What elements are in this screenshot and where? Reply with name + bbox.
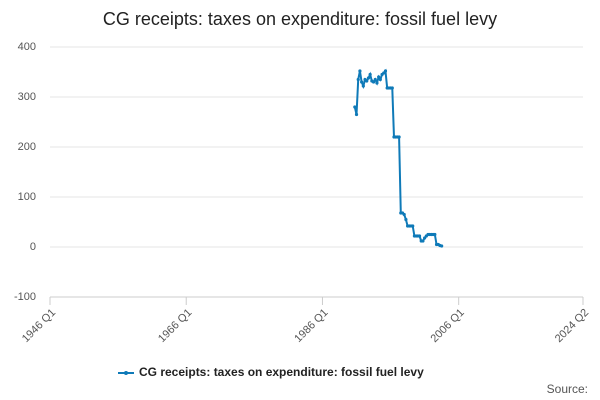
point: [402, 212, 406, 217]
point: [378, 77, 382, 82]
point: [377, 75, 381, 79]
point: [353, 105, 357, 109]
chart-title: CG receipts: taxes on expenditure: fossi…: [103, 9, 497, 29]
legend-label: CG receipts: taxes on expenditure: fossi…: [139, 365, 424, 379]
point: [361, 84, 365, 88]
point: [404, 217, 408, 222]
point: [373, 77, 377, 82]
point: [356, 77, 360, 82]
x-tick-label: 1986 Q1: [292, 307, 330, 345]
y-tick-label: 100: [18, 191, 36, 203]
point: [375, 81, 379, 85]
point: [358, 69, 362, 73]
point: [440, 244, 444, 248]
legend-marker: [124, 371, 128, 375]
point: [411, 224, 415, 228]
source: Source:: [547, 382, 588, 396]
point: [417, 234, 422, 238]
x-tick-label: 2006 Q1: [429, 307, 467, 345]
point: [368, 72, 372, 77]
point: [366, 76, 371, 80]
point: [354, 112, 359, 117]
x-tick-label: 1966 Q1: [156, 307, 194, 345]
point: [365, 79, 369, 83]
point: [360, 80, 364, 84]
point: [397, 135, 401, 139]
point: [390, 86, 394, 90]
point: [383, 69, 388, 73]
y-tick-label: -100: [14, 291, 36, 303]
x-tick-label: 1946 Q1: [20, 307, 58, 345]
y-tick-label: 400: [18, 41, 36, 53]
y-tick-label: 300: [18, 91, 36, 103]
y-tick-label: 0: [30, 241, 36, 253]
point: [371, 80, 376, 84]
y-tick-label: 200: [18, 141, 36, 153]
point: [421, 239, 425, 243]
x-tick-label: 2024 Q2: [553, 307, 591, 345]
point: [433, 232, 437, 237]
